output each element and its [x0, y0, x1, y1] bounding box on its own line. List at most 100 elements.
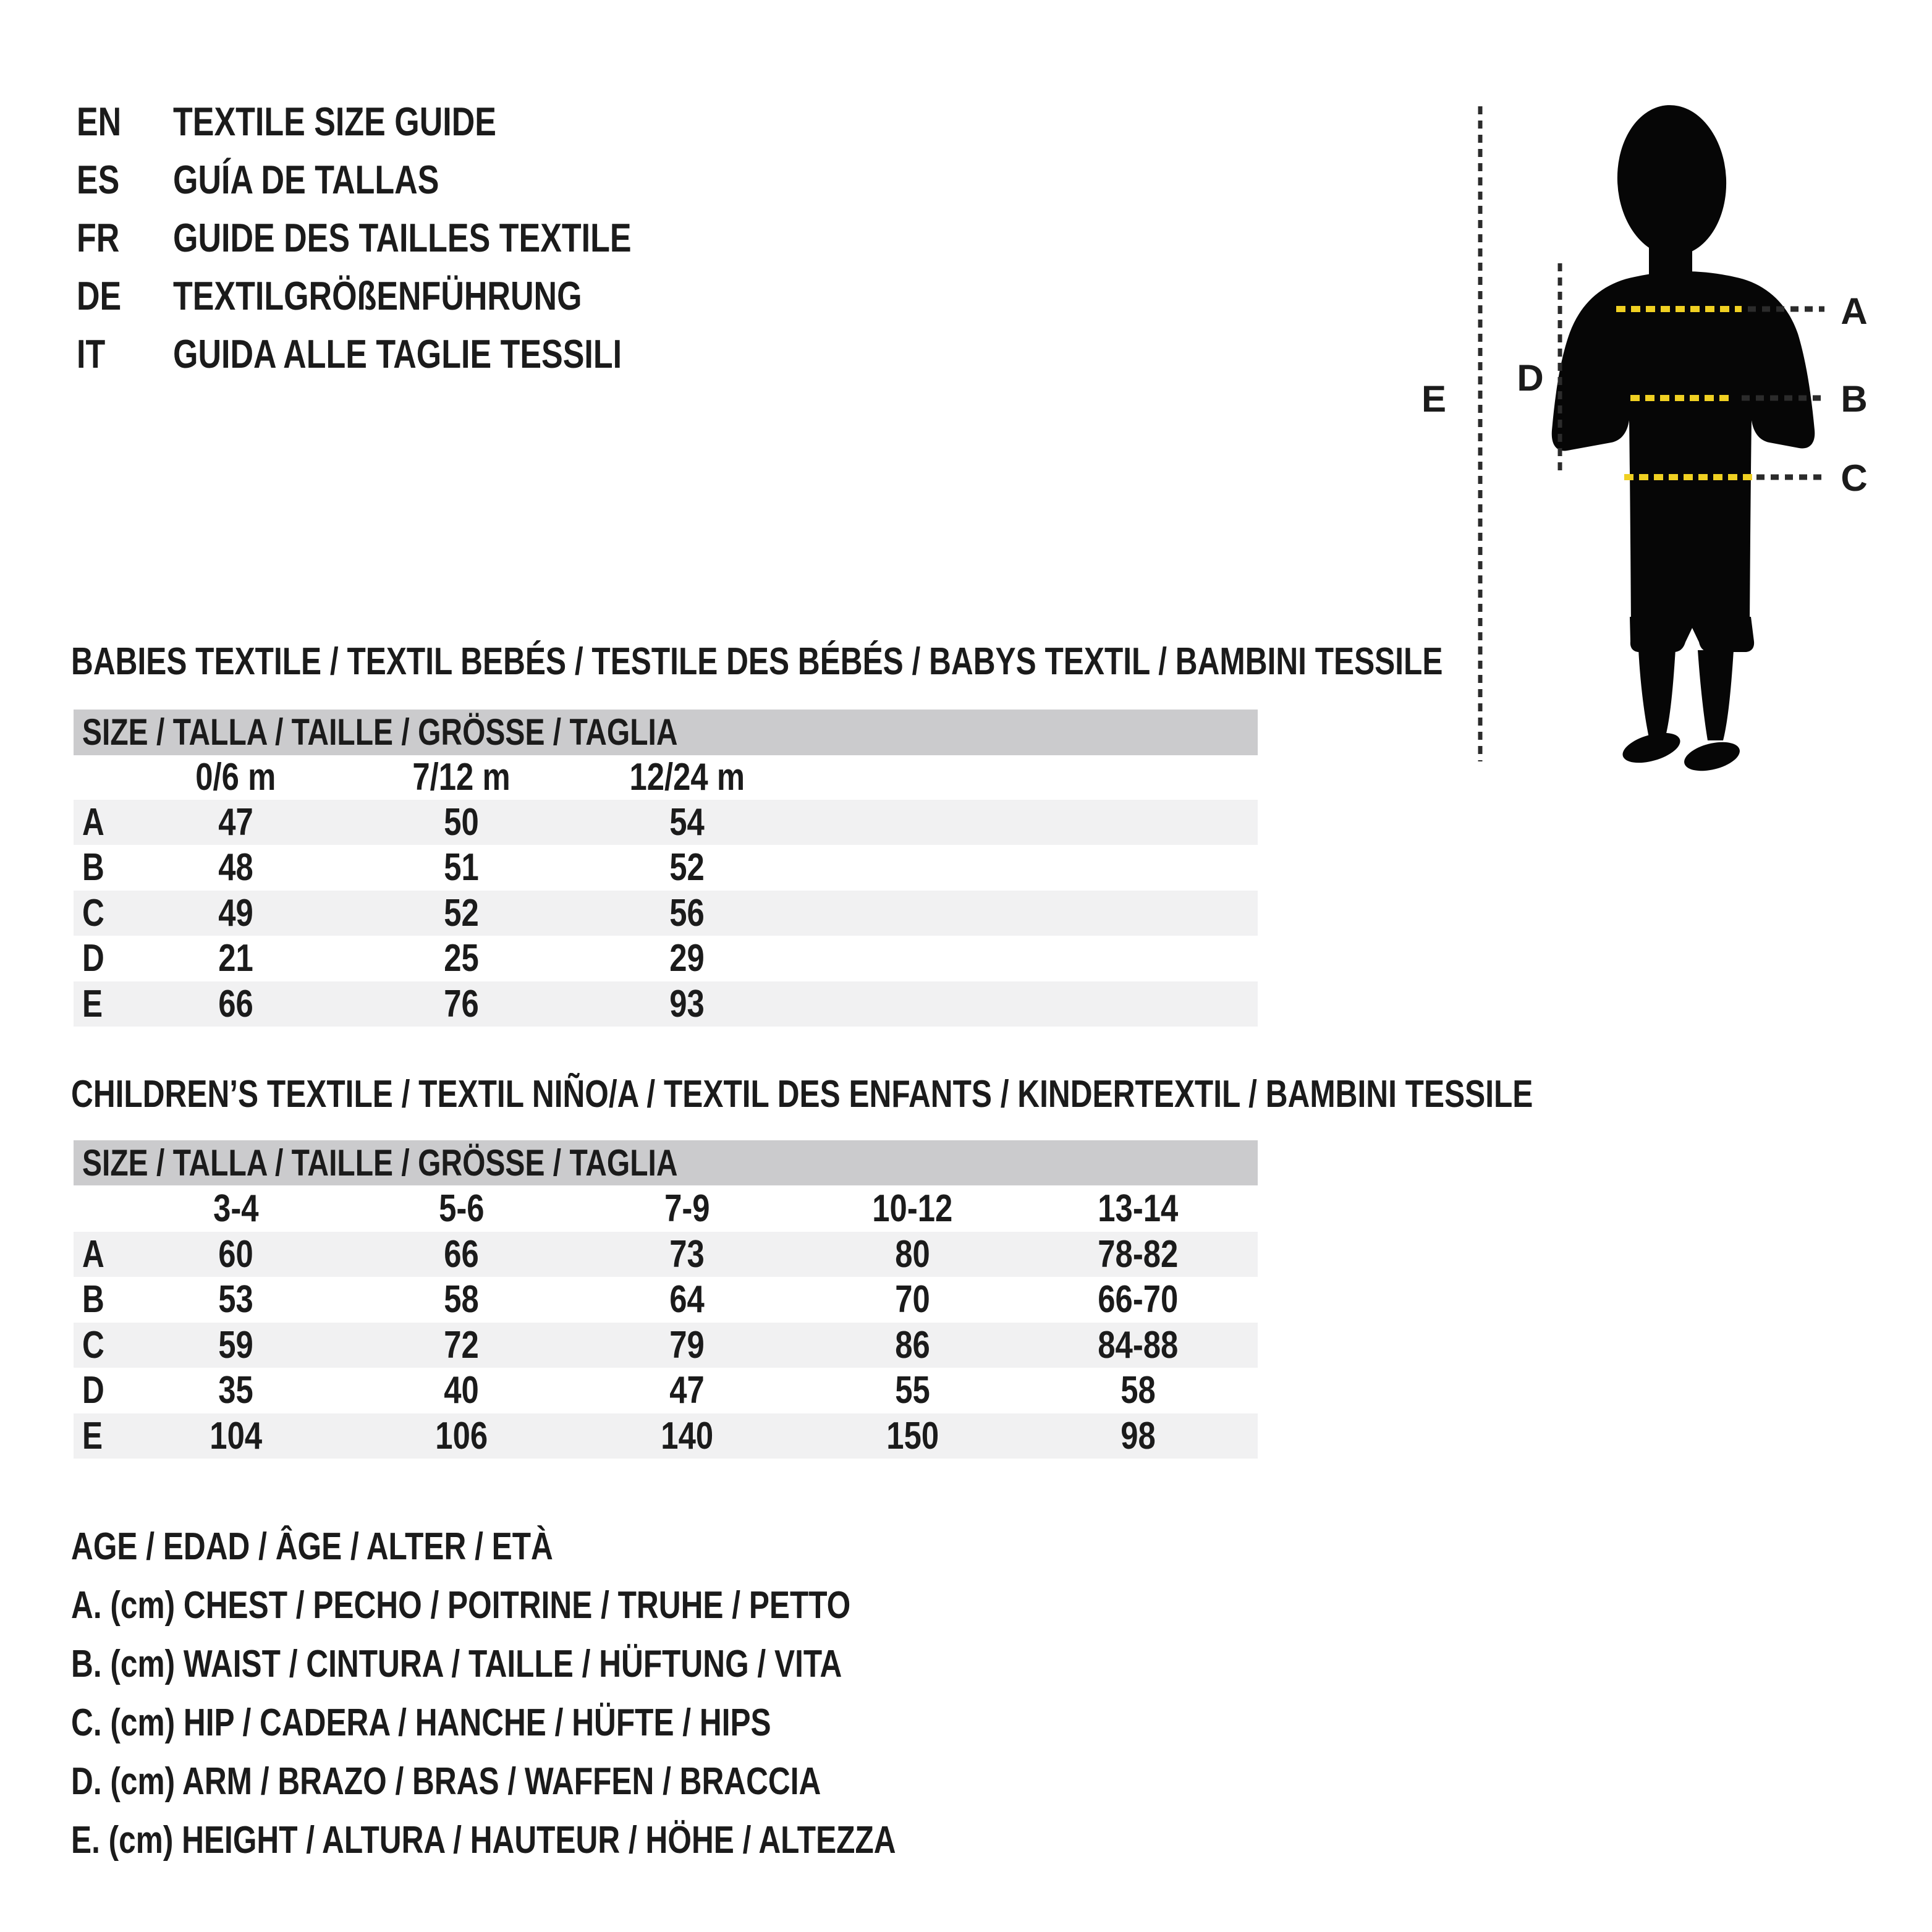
column-header: 13-14 [1098, 1187, 1179, 1230]
children-section-heading: CHILDREN’S TEXTILE / TEXTIL NIÑO/A / TEX… [71, 1073, 1533, 1116]
row-label: B [82, 846, 104, 889]
table-cell: 52 [444, 891, 479, 934]
legend-height: E. (cm) HEIGHT / ALTURA / HAUTEUR / HÖHE… [71, 1819, 896, 1862]
column-header: 12/24 m [629, 756, 745, 799]
table-cell: 49 [218, 891, 253, 934]
column-header: 10-12 [872, 1187, 953, 1230]
babies-size-table: SIZE / TALLA / TAILLE / GRÖSSE / TAGLIA … [74, 710, 1258, 1027]
table-cell: 35 [218, 1369, 253, 1412]
figure-label-a: A [1841, 290, 1867, 332]
table-cell: 53 [218, 1278, 253, 1321]
size-header-bar: SIZE / TALLA / TAILLE / GRÖSSE / TAGLIA [74, 710, 1258, 755]
legend-chest: A. (cm) CHEST / PECHO / POITRINE / TRUHE… [71, 1584, 851, 1627]
table-cell: 52 [669, 846, 705, 889]
guide-title-es: GUÍA DE TALLAS [173, 157, 439, 202]
guide-title-en: TEXTILE SIZE GUIDE [173, 99, 496, 144]
language-row-es: ES GUÍA DE TALLAS [77, 151, 746, 209]
legend-arm: D. (cm) ARM / BRAZO / BRAS / WAFFEN / BR… [71, 1760, 821, 1803]
table-cell: 55 [895, 1369, 930, 1412]
guide-title-fr: GUIDE DES TAILLES TEXTILE [173, 215, 632, 260]
size-header-bar: SIZE / TALLA / TAILLE / GRÖSSE / TAGLIA [74, 1140, 1258, 1185]
language-row-fr: FR GUIDE DES TAILLES TEXTILE [77, 209, 746, 267]
table-cell: 104 [210, 1414, 262, 1457]
table-cell: 79 [669, 1323, 705, 1366]
table-cell: 70 [895, 1278, 930, 1321]
children-size-table: SIZE / TALLA / TAILLE / GRÖSSE / TAGLIA … [74, 1140, 1258, 1459]
children-table-rows: A 60 66 73 80 78-82 B 53 58 64 70 66-70 … [74, 1232, 1258, 1459]
row-label: B [82, 1278, 104, 1321]
table-cell: 54 [669, 801, 705, 844]
table-row: C 49 52 56 [74, 890, 1258, 936]
row-label: A [82, 801, 104, 844]
table-cell: 98 [1121, 1414, 1156, 1457]
table-cell: 72 [444, 1323, 479, 1366]
table-cell: 25 [444, 937, 479, 980]
measurement-legend: AGE / EDAD / ÂGE / ALTER / ETÀ A. (cm) C… [71, 1517, 1102, 1870]
legend-waist: B. (cm) WAIST / CINTURA / TAILLE / HÜFTU… [71, 1643, 842, 1685]
table-cell: 86 [895, 1323, 930, 1366]
table-cell: 58 [444, 1278, 479, 1321]
guide-title-de: TEXTILGRÖßENFÜHRUNG [173, 273, 582, 318]
table-cell: 56 [669, 891, 705, 934]
table-cell: 47 [218, 801, 253, 844]
table-cell: 150 [886, 1414, 939, 1457]
table-cell: 51 [444, 846, 479, 889]
table-row: D 21 25 29 [74, 936, 1258, 981]
table-cell: 76 [444, 982, 479, 1025]
child-silhouette-icon [1551, 105, 1815, 771]
table-cell: 40 [444, 1369, 479, 1412]
table-cell: 58 [1121, 1369, 1156, 1412]
table-cell: 48 [218, 846, 253, 889]
table-cell: 140 [661, 1414, 713, 1457]
row-label: E [82, 982, 103, 1025]
babies-table-rows: A 47 50 54 B 48 51 52 C 49 52 56 D 21 25… [74, 800, 1258, 1027]
babies-section-heading: BABIES TEXTILE / TEXTIL BEBÉS / TESTILE … [71, 640, 1443, 683]
column-header-row: 3-4 5-6 7-9 10-12 13-14 [74, 1185, 1258, 1232]
table-row: C 59 72 79 86 84-88 [74, 1322, 1258, 1368]
figure-label-d: D [1517, 357, 1543, 399]
language-code: ES [77, 157, 120, 202]
column-header-spacer [74, 755, 123, 800]
language-row-en: EN TEXTILE SIZE GUIDE [77, 93, 746, 151]
table-cell: 106 [435, 1414, 488, 1457]
table-cell: 80 [895, 1233, 930, 1276]
table-cell: 73 [669, 1233, 705, 1276]
table-cell: 78-82 [1098, 1233, 1179, 1276]
table-row: E 104 106 140 150 98 [74, 1413, 1258, 1459]
table-row: B 53 58 64 70 66-70 [74, 1277, 1258, 1322]
table-cell: 60 [218, 1233, 253, 1276]
row-label: E [82, 1414, 103, 1457]
row-label: A [82, 1233, 104, 1276]
table-cell: 64 [669, 1278, 705, 1321]
column-header-row: 0/6 m 7/12 m 12/24 m [74, 755, 1258, 800]
language-code: IT [77, 331, 106, 376]
table-cell: 29 [669, 937, 705, 980]
figure-label-c: C [1841, 457, 1867, 499]
table-cell: 66-70 [1098, 1278, 1179, 1321]
table-row: E 66 76 93 [74, 981, 1258, 1027]
table-cell: 50 [444, 801, 479, 844]
legend-hip: C. (cm) HIP / CADERA / HANCHE / HÜFTE / … [71, 1701, 771, 1744]
language-row-it: IT GUIDA ALLE TAGLIE TESSILI [77, 325, 746, 383]
table-cell: 66 [444, 1233, 479, 1276]
measurement-figure: A B C D E [1421, 105, 1868, 771]
figure-label-b: B [1841, 378, 1867, 420]
language-row-de: DE TEXTILGRÖßENFÜHRUNG [77, 267, 746, 325]
table-cell: 66 [218, 982, 253, 1025]
column-header: 0/6 m [195, 756, 276, 799]
column-header: 3-4 [213, 1187, 259, 1230]
language-code: FR [77, 215, 120, 260]
column-header: 5-6 [438, 1187, 485, 1230]
row-label: C [82, 1323, 104, 1366]
language-code: DE [77, 273, 122, 318]
table-row: B 48 51 52 [74, 845, 1258, 890]
table-row: D 35 40 47 55 58 [74, 1368, 1258, 1413]
table-cell: 47 [669, 1369, 705, 1412]
row-label: C [82, 891, 104, 934]
row-label: D [82, 1369, 104, 1412]
language-code: EN [77, 99, 122, 144]
figure-label-e: E [1421, 378, 1446, 420]
guide-title-it: GUIDA ALLE TAGLIE TESSILI [173, 331, 622, 376]
language-title-list: EN TEXTILE SIZE GUIDE ES GUÍA DE TALLAS … [77, 93, 746, 383]
